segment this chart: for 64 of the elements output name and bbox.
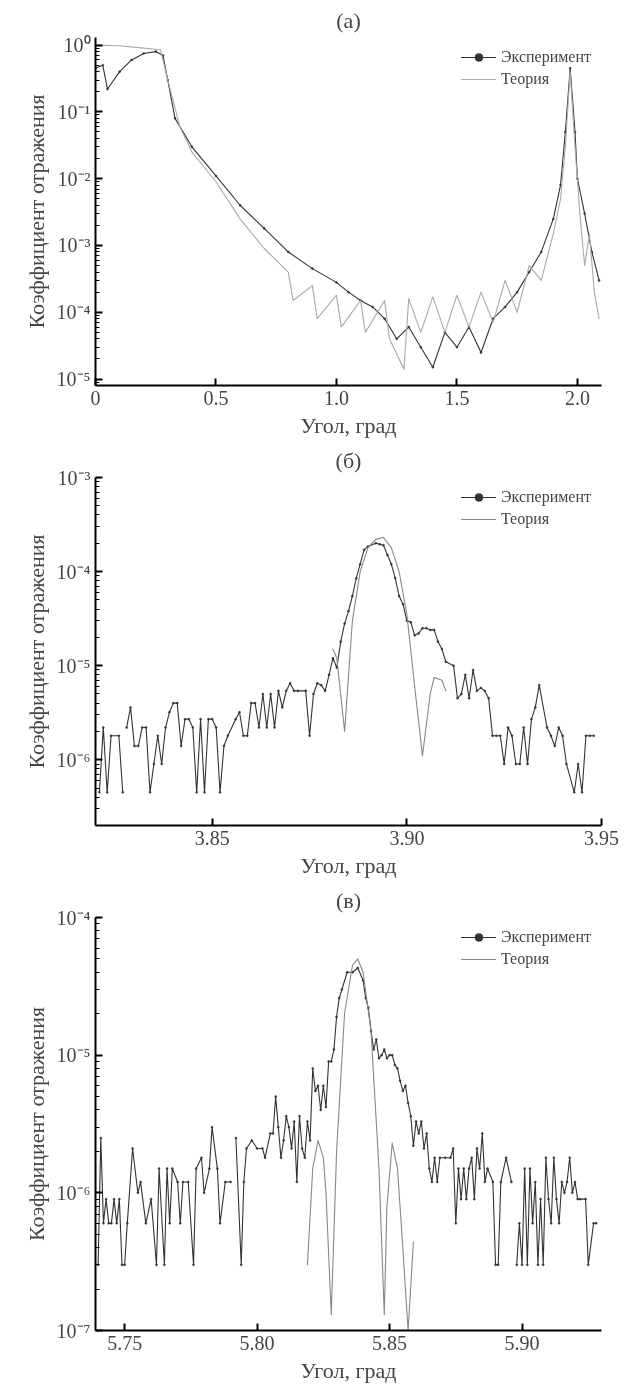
y-tick-label: 10⁻⁴ bbox=[56, 560, 91, 583]
line-series bbox=[306, 958, 414, 1331]
point bbox=[407, 325, 410, 329]
y-tick-label: 10⁻³ bbox=[57, 234, 91, 257]
point bbox=[443, 331, 447, 334]
y-tick-label: 10⁰ bbox=[63, 34, 91, 57]
point bbox=[311, 267, 314, 270]
x-tick-label: 3.95 bbox=[584, 826, 619, 849]
y-tick-label: 10⁻³ bbox=[57, 466, 91, 489]
x-axis-title: Угол, град bbox=[300, 852, 397, 878]
y-tick-label: 10⁻⁵ bbox=[56, 654, 91, 677]
point bbox=[347, 290, 350, 294]
y-tick-label: 10⁻⁵ bbox=[56, 1044, 91, 1067]
y-tick-label: 10⁻⁴ bbox=[56, 301, 91, 324]
point bbox=[515, 290, 519, 294]
point bbox=[154, 50, 157, 53]
point bbox=[190, 145, 194, 149]
x-tick-label: 0 bbox=[90, 386, 101, 409]
y-tick-label: 10⁻⁵ bbox=[56, 368, 91, 391]
point bbox=[467, 325, 471, 329]
x-axis-title: Угол, град bbox=[300, 412, 397, 438]
point bbox=[540, 250, 543, 254]
legend-label: Теория bbox=[500, 950, 550, 968]
y-axis-title: Коэффициент отражения bbox=[23, 1006, 49, 1242]
x-tick-label: 3.90 bbox=[389, 826, 425, 849]
point bbox=[479, 351, 483, 354]
y-axis-title: Коэффициент отражения bbox=[23, 534, 49, 769]
chart-title: (в) bbox=[335, 887, 362, 913]
legend-label: Эксперимент bbox=[500, 928, 591, 946]
legend-label: Эксперимент bbox=[500, 48, 591, 66]
point bbox=[262, 227, 266, 230]
legend-label: Теория bbox=[500, 70, 550, 88]
point bbox=[568, 67, 572, 70]
x-tick-label: 3.85 bbox=[194, 826, 230, 849]
y-tick-label: 10⁻⁶ bbox=[56, 1181, 91, 1204]
point bbox=[564, 130, 567, 134]
chart-title: (б) bbox=[335, 447, 362, 473]
point bbox=[395, 337, 398, 341]
y-tick-label: 10⁻⁶ bbox=[56, 748, 91, 771]
legend-label: Теория bbox=[500, 510, 550, 528]
y-tick-label: 10⁻¹ bbox=[57, 100, 91, 123]
point bbox=[214, 174, 218, 178]
point bbox=[287, 250, 290, 254]
point bbox=[335, 281, 338, 284]
chart-title: (a) bbox=[336, 7, 361, 33]
point bbox=[238, 204, 242, 207]
y-tick-label: 10⁻⁷ bbox=[56, 1319, 91, 1342]
y-tick-label: 10⁻⁴ bbox=[56, 906, 91, 929]
x-tick-label: 5.90 bbox=[504, 1331, 540, 1354]
line-series bbox=[332, 537, 447, 757]
y-tick-label: 10⁻² bbox=[57, 167, 91, 190]
x-tick-label: 0.5 bbox=[203, 386, 229, 409]
y-axis-title: Коэффициент отражения bbox=[23, 94, 49, 329]
legend-label: Эксперимент bbox=[500, 488, 591, 506]
point bbox=[559, 183, 562, 187]
x-tick-label: 1.0 bbox=[323, 386, 349, 409]
x-axis-title: Угол, град bbox=[300, 1357, 397, 1383]
point bbox=[597, 279, 601, 282]
x-tick-label: 1.5 bbox=[444, 386, 470, 409]
x-tick-label: 2.0 bbox=[564, 386, 590, 409]
x-tick-label: 5.75 bbox=[107, 1331, 143, 1354]
point bbox=[431, 366, 435, 369]
x-tick-label: 5.80 bbox=[239, 1331, 275, 1354]
x-tick-label: 5.85 bbox=[372, 1331, 408, 1354]
